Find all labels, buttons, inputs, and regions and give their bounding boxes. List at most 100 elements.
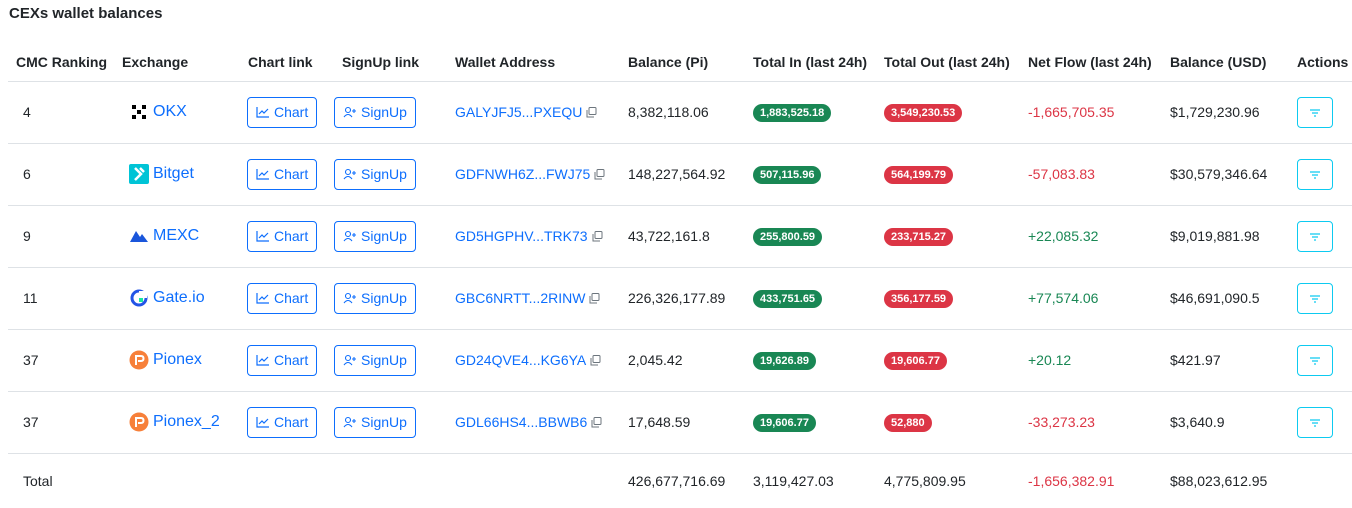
- wallet-address-link[interactable]: GBC6NRTT...2RINW: [455, 290, 600, 306]
- signup-button[interactable]: SignUp: [334, 96, 416, 128]
- exchange-cell: MEXC: [114, 205, 232, 268]
- actions-cell: [1287, 205, 1352, 268]
- total-out-badge: 233,715.27: [884, 227, 954, 246]
- chart-button[interactable]: Chart: [247, 96, 318, 128]
- total-in-sum: 3,119,427.03: [753, 472, 834, 489]
- cex-balances-table: CMC Ranking Exchange Chart link SignUp l…: [8, 44, 1352, 508]
- copy-icon[interactable]: [592, 230, 603, 242]
- balance-pi-cell: 17,648.59: [617, 391, 742, 454]
- signup-button[interactable]: SignUp: [334, 158, 416, 190]
- header-net-flow: Net Flow (last 24h): [1019, 44, 1162, 82]
- exchange-cell: Pionex_2: [114, 391, 232, 454]
- filter-icon: [1309, 352, 1321, 368]
- header-balance-usd: Balance (USD): [1162, 44, 1287, 82]
- total-balance-usd: $88,023,612.95: [1170, 472, 1268, 489]
- balance-pi-cell: 148,227,564.92: [617, 143, 742, 206]
- wallet-address-link[interactable]: GALYJFJ5...PXEQU: [455, 104, 597, 120]
- copy-icon[interactable]: [586, 106, 597, 118]
- signup-button-label: SignUp: [361, 228, 407, 244]
- total-out-cell: 233,715.27: [875, 205, 1019, 268]
- exchange-name: OKX: [153, 103, 187, 120]
- wallet-address-link[interactable]: GD24QVE4...KG6YA: [455, 352, 601, 368]
- chart-button[interactable]: Chart: [247, 220, 318, 252]
- chart-button[interactable]: Chart: [247, 406, 318, 438]
- signup-button[interactable]: SignUp: [334, 344, 416, 376]
- wallet-address-cell: GD24QVE4...KG6YA: [445, 329, 617, 392]
- filter-icon: [1309, 414, 1321, 430]
- exchange-link[interactable]: Gate.io: [129, 288, 232, 308]
- filter-actions-button[interactable]: [1297, 344, 1333, 376]
- exchange-link[interactable]: Bitget: [129, 164, 232, 184]
- signup-link-cell: SignUp: [332, 267, 445, 330]
- wallet-address-text: GD24QVE4...KG6YA: [455, 352, 587, 368]
- exchange-link[interactable]: OKX: [129, 102, 232, 122]
- filter-actions-button[interactable]: [1297, 220, 1333, 252]
- wallet-address-text: GD5HGPHV...TRK73: [455, 228, 588, 244]
- chart-button[interactable]: Chart: [247, 282, 318, 314]
- balance-pi-cell: 226,326,177.89: [617, 267, 742, 330]
- exchange-link[interactable]: Pionex: [129, 350, 232, 370]
- wallet-address-cell: GDL66HS4...BBWB6: [445, 391, 617, 454]
- total-out-cell: 3,549,230.53: [875, 81, 1019, 144]
- balance-usd-cell: $421.97: [1162, 329, 1287, 392]
- header-actions: Actions: [1287, 44, 1352, 82]
- copy-icon[interactable]: [590, 354, 601, 366]
- filter-actions-button[interactable]: [1297, 282, 1333, 314]
- total-out-cell: 52,880: [875, 391, 1019, 454]
- person-plus-icon: [343, 168, 356, 180]
- balance-usd-cell: $9,019,881.98: [1162, 205, 1287, 268]
- person-plus-icon: [343, 354, 356, 366]
- signup-link-cell: SignUp: [332, 143, 445, 206]
- wallet-address-link[interactable]: GDFNWH6Z...FWJ75: [455, 166, 605, 182]
- copy-icon[interactable]: [591, 416, 602, 428]
- wallet-address-link[interactable]: GD5HGPHV...TRK73: [455, 228, 603, 244]
- wallet-address-cell: GBC6NRTT...2RINW: [445, 267, 617, 330]
- chart-button[interactable]: Chart: [247, 158, 318, 190]
- signup-link-cell: SignUp: [332, 81, 445, 144]
- pionex-logo-icon: [129, 412, 149, 432]
- actions-cell: [1287, 267, 1352, 330]
- mexc-logo-icon: [129, 226, 149, 246]
- net-flow-cell: -1,665,705.35: [1019, 81, 1162, 144]
- total-out-sum: 4,775,809.95: [884, 472, 966, 489]
- cmc-rank-cell: 37: [8, 329, 114, 392]
- net-flow-cell: -57,083.83: [1019, 143, 1162, 206]
- exchange-cell: Gate.io: [114, 267, 232, 330]
- copy-icon[interactable]: [589, 292, 600, 304]
- total-in-cell: 19,626.89: [742, 329, 875, 392]
- total-net-flow: -1,656,382.91: [1028, 472, 1115, 489]
- filter-actions-button[interactable]: [1297, 96, 1333, 128]
- chart-button-label: Chart: [274, 414, 309, 430]
- chart-link-cell: Chart: [232, 205, 332, 268]
- signup-button[interactable]: SignUp: [334, 282, 416, 314]
- copy-icon[interactable]: [594, 168, 605, 180]
- empty-cell: [114, 453, 232, 508]
- balance-usd-cell: $46,691,090.5: [1162, 267, 1287, 330]
- filter-icon: [1309, 290, 1321, 306]
- chart-line-icon: [256, 107, 269, 118]
- filter-actions-button[interactable]: [1297, 406, 1333, 438]
- signup-button[interactable]: SignUp: [334, 406, 416, 438]
- wallet-address-text: GALYJFJ5...PXEQU: [455, 104, 583, 120]
- chart-button-label: Chart: [274, 290, 309, 306]
- actions-cell: [1287, 143, 1352, 206]
- table-row: 37 Pionex_2 Chart SignUp GDL66HS4...BBWB…: [8, 391, 1352, 454]
- exchange-link[interactable]: MEXC: [129, 226, 232, 246]
- total-in-cell: 19,606.77: [742, 391, 875, 454]
- exchange-name: Gate.io: [153, 289, 205, 306]
- wallet-address-link[interactable]: GDL66HS4...BBWB6: [455, 414, 602, 430]
- table-row: 37 Pionex Chart SignUp GD24QVE4...KG6YA …: [8, 329, 1352, 392]
- total-balance-pi: 426,677,716.69: [628, 472, 726, 489]
- exchange-cell: Pionex: [114, 329, 232, 392]
- header-exchange: Exchange: [114, 44, 232, 82]
- filter-actions-button[interactable]: [1297, 158, 1333, 190]
- signup-button-label: SignUp: [361, 414, 407, 430]
- total-in-badge: 19,626.89: [753, 351, 816, 370]
- chart-button[interactable]: Chart: [247, 344, 318, 376]
- signup-button[interactable]: SignUp: [334, 220, 416, 252]
- empty-cell: [1287, 453, 1352, 508]
- empty-cell: [232, 453, 332, 508]
- signup-button-label: SignUp: [361, 352, 407, 368]
- net-flow-cell: +20.12: [1019, 329, 1162, 392]
- exchange-link[interactable]: Pionex_2: [129, 412, 232, 432]
